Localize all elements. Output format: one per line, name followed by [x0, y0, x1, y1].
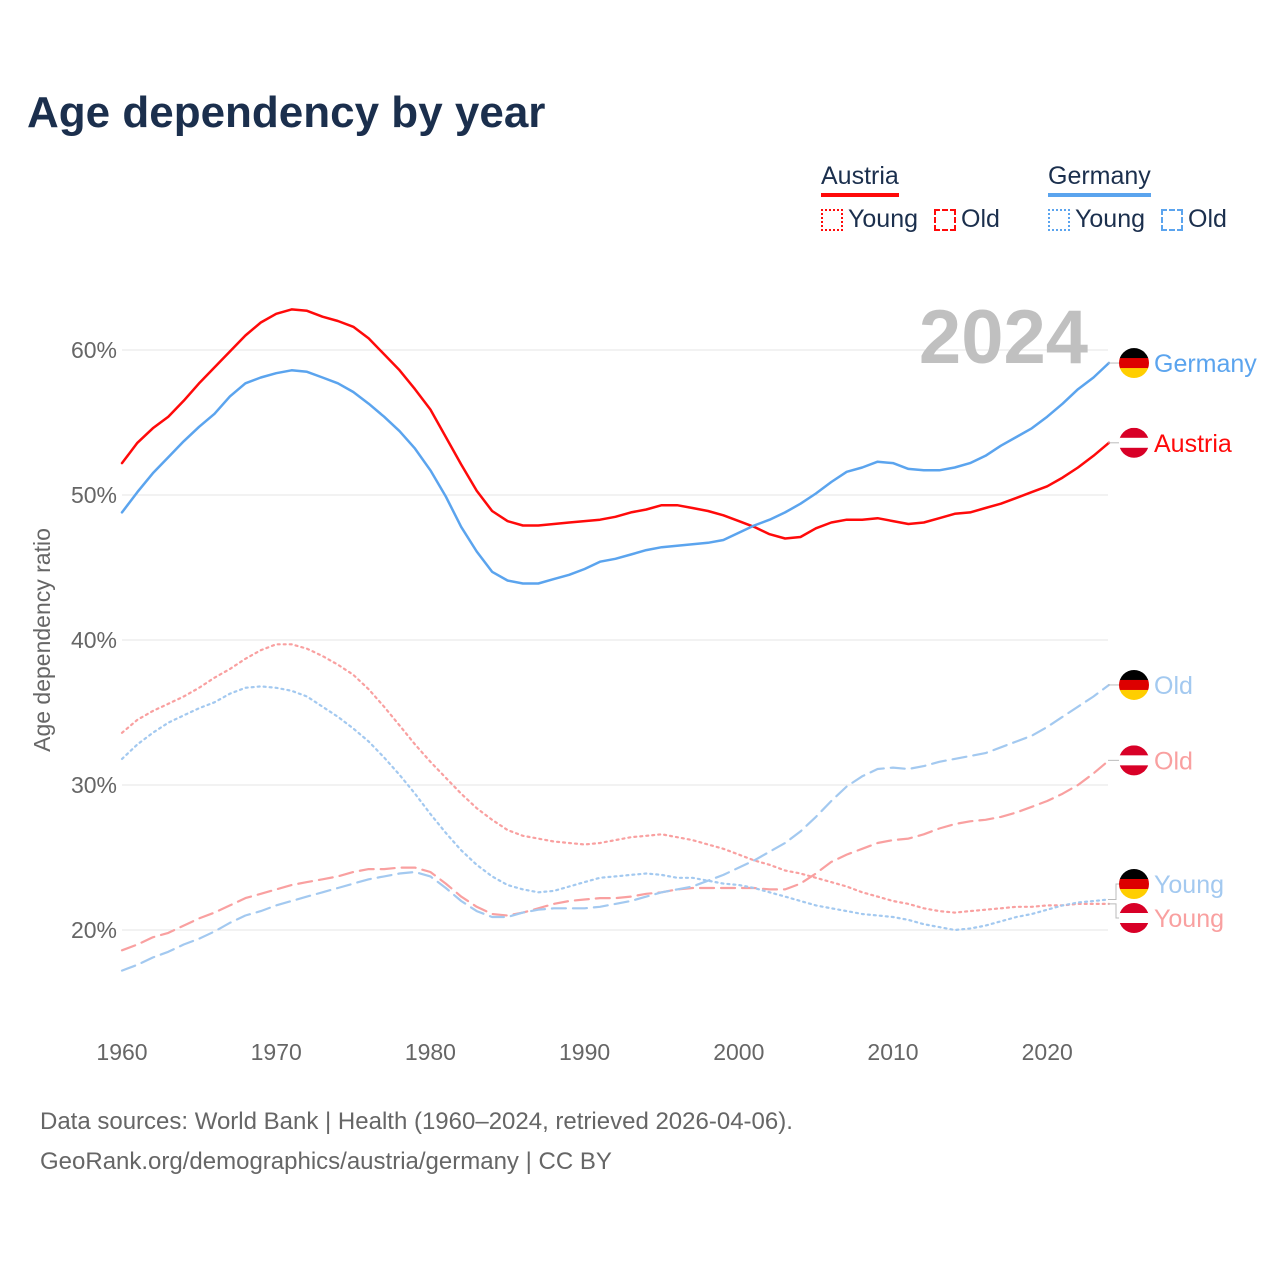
legend-austria-label: Austria [821, 162, 899, 197]
flag-stripe [1119, 358, 1149, 369]
x-tick-label: 2000 [713, 1039, 764, 1065]
legend-austria: Austria Young Old [821, 162, 1000, 234]
legend-austria-old: Old [934, 205, 1000, 234]
legend-germany: Germany Young Old [1048, 162, 1227, 234]
legend-label: Young [848, 205, 918, 233]
footer-credit[interactable]: GeoRank.org/demographics/austria/germany… [40, 1148, 612, 1175]
flag-stripe [1119, 889, 1149, 899]
flag-stripe [1119, 427, 1149, 439]
flag-stripe [1119, 879, 1149, 890]
austria-flag-icon [1119, 427, 1149, 458]
legend-germany-young: Young [1048, 205, 1145, 234]
austria-flag-icon [1119, 745, 1149, 776]
flag-stripe [1119, 913, 1149, 924]
dotted-swatch-icon [821, 208, 843, 231]
y-axis-label: Age dependency ratio [29, 528, 55, 752]
footer-sources: Data sources: World Bank | Health (1960–… [40, 1108, 793, 1135]
legend-germany-label: Germany [1048, 162, 1151, 197]
flag-stripe [1119, 368, 1149, 379]
x-tick-label: 2020 [1022, 1039, 1073, 1065]
flag-stripe [1119, 745, 1149, 756]
series-line-austria-old [120, 759, 1110, 952]
dotted-swatch-icon [1048, 208, 1070, 231]
flag-stripe [1119, 869, 1149, 880]
legend-austria-young: Young [821, 205, 918, 234]
y-tick-label: 60% [71, 337, 117, 363]
legend-label: Old [1188, 205, 1227, 233]
flag-stripe [1119, 755, 1149, 766]
y-tick-label: 30% [71, 772, 117, 798]
x-tick-label: 2010 [867, 1039, 918, 1065]
x-tick-label: 1980 [405, 1039, 456, 1065]
austria-flag-icon [1119, 903, 1149, 933]
y-tick-label: 20% [71, 917, 117, 943]
y-tick-label: 50% [71, 482, 117, 508]
series-end-label: Young [1154, 871, 1224, 899]
flag-stripe [1119, 679, 1149, 691]
legend-germany-old: Old [1161, 205, 1227, 234]
series-end-label: Old [1154, 672, 1193, 700]
series-line-germany [120, 361, 1111, 585]
flag-stripe [1119, 923, 1149, 933]
flag-stripe [1119, 903, 1149, 914]
dashed-swatch-icon [1161, 208, 1183, 231]
flag-stripe [1119, 689, 1149, 700]
flag-stripe [1119, 348, 1149, 359]
flag-stripe [1119, 447, 1149, 458]
series-line-austria [120, 308, 1111, 540]
germany-flag-icon [1119, 869, 1149, 899]
x-tick-label: 1990 [559, 1039, 610, 1065]
germany-flag-icon [1119, 348, 1149, 379]
y-tick-label: 40% [71, 627, 117, 653]
flag-stripe [1119, 437, 1149, 449]
x-tick-label: 1970 [251, 1039, 302, 1065]
chart-title: Age dependency by year [27, 88, 546, 137]
series-line-germany-old [120, 683, 1110, 972]
flag-stripe [1119, 765, 1149, 776]
series-end-label: Germany [1154, 350, 1257, 378]
x-tick-label: 1960 [96, 1039, 147, 1065]
dashed-swatch-icon [934, 208, 956, 231]
series-end-label: Young [1154, 905, 1224, 933]
series-line-austria-young [120, 643, 1110, 914]
legend-label: Old [961, 205, 1000, 233]
flag-stripe [1119, 669, 1149, 681]
legend-label: Young [1075, 205, 1145, 233]
year-overlay: 2024 [919, 295, 1088, 380]
series-line-germany-young [120, 685, 1110, 932]
series-end-label: Old [1154, 747, 1193, 775]
germany-flag-icon [1119, 669, 1149, 700]
series-end-label: Austria [1154, 430, 1232, 458]
